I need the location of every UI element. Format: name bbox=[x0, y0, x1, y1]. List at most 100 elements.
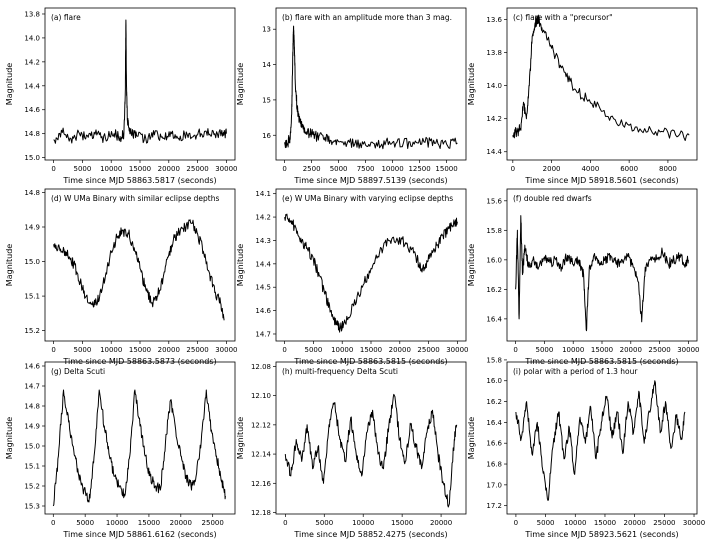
panel-title: (i) polar with a period of 1.3 hour bbox=[513, 367, 638, 376]
x-tick-label: 10000 bbox=[564, 519, 586, 527]
x-tick-label: 12500 bbox=[408, 165, 430, 173]
y-tick-label: 14 bbox=[262, 61, 271, 69]
y-tick-label: 15.0 bbox=[24, 154, 40, 162]
y-tick-label: 12.14 bbox=[251, 451, 272, 459]
x-tick-label: 0 bbox=[283, 519, 287, 527]
y-tick-label: 13 bbox=[262, 26, 271, 34]
x-tick-label: 15000 bbox=[129, 165, 151, 173]
y-tick-label: 14.0 bbox=[486, 82, 502, 90]
y-tick-label: 13.6 bbox=[486, 16, 502, 24]
x-tick-label: 30000 bbox=[215, 165, 237, 173]
x-tick-label: 25000 bbox=[653, 519, 675, 527]
x-tick-label: 20000 bbox=[389, 346, 411, 354]
panel-title: (f) double red dwarfs bbox=[513, 194, 592, 203]
x-tick-label: 30000 bbox=[677, 346, 699, 354]
y-tick-label: 15.1 bbox=[24, 293, 40, 301]
panel-title: (b) flare with an amplitude more than 3 … bbox=[282, 13, 452, 22]
panel-i: 0 5000 10000 15000 20000 25000 30000 15.8 16.0 16… bbox=[467, 356, 705, 539]
plot-frame bbox=[506, 361, 698, 515]
y-tick-label: 15.1 bbox=[24, 463, 40, 471]
y-axis-label: Magnitude bbox=[5, 417, 14, 459]
y-tick-label: 14.1 bbox=[255, 190, 271, 198]
y-tick-label: 16 bbox=[262, 132, 271, 140]
x-tick-label: 20000 bbox=[430, 519, 452, 527]
x-tick-label: 0 bbox=[513, 346, 517, 354]
x-tick-label: 0 bbox=[514, 519, 518, 527]
x-tick-label: 5000 bbox=[537, 519, 555, 527]
x-axis-label: Time since MJD 58863.5815 (seconds) bbox=[524, 357, 678, 366]
y-tick-label: 14.6 bbox=[24, 363, 40, 371]
x-tick-label: 0 bbox=[51, 519, 55, 527]
x-tick-label: 6000 bbox=[620, 165, 638, 173]
x-tick-label: 5000 bbox=[330, 165, 348, 173]
series-line bbox=[284, 25, 458, 150]
plot-frame bbox=[506, 7, 698, 161]
x-tick-label: 5000 bbox=[74, 165, 92, 173]
x-tick-label: 10000 bbox=[331, 346, 353, 354]
panel-title: (g) Delta Scuti bbox=[51, 367, 105, 376]
x-tick-label: 5000 bbox=[76, 519, 94, 527]
y-tick-label: 14.9 bbox=[24, 224, 40, 232]
x-tick-label: 2500 bbox=[303, 165, 321, 173]
x-tick-label: 30000 bbox=[446, 346, 468, 354]
y-axis-label: Magnitude bbox=[5, 244, 14, 286]
x-tick-label: 0 bbox=[282, 165, 286, 173]
plot-frame bbox=[275, 361, 467, 515]
panel-a: 0 5000 10000 15000 20000 25000 30000 13.8 14.0 14… bbox=[5, 7, 238, 185]
x-tick-label: 5000 bbox=[536, 346, 554, 354]
series-line bbox=[515, 215, 689, 332]
x-axis-label: Time since MJD 58861.6162 (seconds) bbox=[62, 530, 216, 539]
x-tick-label: 20000 bbox=[620, 346, 642, 354]
panel-b: 0 2500 5000 7500 10000 12500 15000 13 14 15 16 (b) … bbox=[236, 7, 467, 185]
x-tick-label: 15000 bbox=[129, 346, 151, 354]
x-tick-label: 10000 bbox=[106, 519, 128, 527]
y-tick-label: 14.0 bbox=[24, 34, 40, 42]
y-tick-label: 16.0 bbox=[486, 377, 502, 385]
x-axis-label: Time since MJD 58897.5139 (seconds) bbox=[293, 176, 447, 185]
x-tick-label: 20000 bbox=[158, 165, 180, 173]
y-tick-label: 14.6 bbox=[24, 106, 40, 114]
x-tick-label: 7500 bbox=[357, 165, 375, 173]
series-line bbox=[52, 389, 226, 507]
y-axis-label: Magnitude bbox=[467, 244, 476, 286]
plot-frame bbox=[275, 188, 467, 342]
x-axis-label: Time since MJD 58863.5815 (seconds) bbox=[293, 357, 447, 366]
panel-c: 0 2000 4000 6000 8000 13.6 13.8 14.0 14.2 14.4 (c)… bbox=[467, 7, 698, 185]
x-tick-label: 0 bbox=[282, 346, 286, 354]
x-tick-label: 10000 bbox=[381, 165, 403, 173]
y-tick-label: 14.7 bbox=[24, 383, 40, 391]
panel-title: (d) W UMa Binary with similar eclipse de… bbox=[51, 194, 219, 203]
y-tick-label: 14.8 bbox=[24, 189, 40, 197]
y-axis-label: Magnitude bbox=[236, 244, 245, 286]
x-tick-label: 25000 bbox=[648, 346, 670, 354]
x-tick-label: 10000 bbox=[562, 346, 584, 354]
x-tick-label: 10000 bbox=[100, 346, 122, 354]
x-axis-label: Time since MJD 58863.5817 (seconds) bbox=[62, 176, 216, 185]
x-tick-label: 15000 bbox=[594, 519, 616, 527]
panel-h: 0 5000 10000 15000 20000 12.08 12.10 12.12 12.14… bbox=[236, 361, 467, 539]
y-axis-label: Magnitude bbox=[5, 63, 14, 105]
x-tick-label: 30000 bbox=[215, 346, 237, 354]
y-tick-label: 12.08 bbox=[251, 363, 271, 371]
x-tick-label: 2000 bbox=[543, 165, 561, 173]
panel-title: (a) flare bbox=[51, 13, 81, 22]
x-tick-label: 20000 bbox=[170, 519, 192, 527]
x-tick-label: 25000 bbox=[186, 165, 208, 173]
series-line bbox=[512, 14, 690, 141]
series-line bbox=[284, 393, 458, 508]
y-tick-label: 14.9 bbox=[24, 423, 40, 431]
y-tick-label: 15.2 bbox=[24, 483, 40, 491]
y-tick-label: 16.4 bbox=[486, 419, 502, 427]
series-line bbox=[53, 19, 227, 144]
x-tick-label: 5000 bbox=[315, 519, 333, 527]
y-tick-label: 13.8 bbox=[24, 10, 40, 18]
y-tick-label: 14.7 bbox=[255, 330, 271, 338]
y-tick-label: 15.0 bbox=[24, 443, 40, 451]
panel-title: (h) multi-frequency Delta Scuti bbox=[282, 367, 398, 376]
x-tick-label: 5000 bbox=[74, 346, 92, 354]
y-tick-label: 14.4 bbox=[255, 260, 271, 268]
x-tick-label: 25000 bbox=[417, 346, 439, 354]
panel-e: 0 5000 10000 15000 20000 25000 30000 14.1 14.2 14… bbox=[236, 188, 469, 366]
y-axis-label: Magnitude bbox=[467, 63, 476, 105]
